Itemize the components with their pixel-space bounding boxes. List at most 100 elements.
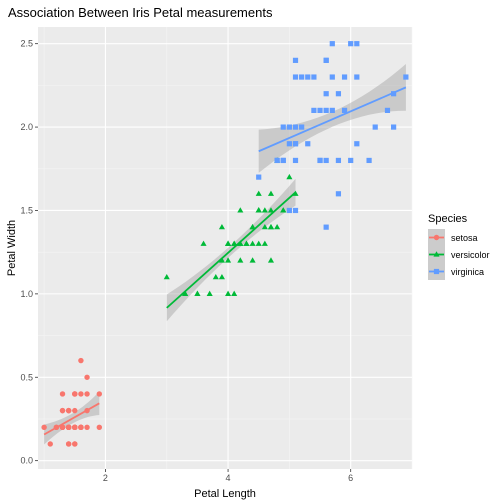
point-virginica <box>280 124 286 130</box>
point-setosa <box>84 424 90 431</box>
legend-label: virginica <box>451 267 484 277</box>
point-virginica <box>280 157 286 164</box>
fit-line-virginica <box>258 86 407 153</box>
point-virginica <box>329 107 335 113</box>
point-setosa <box>65 441 72 447</box>
x-axis: 2 4 6 <box>103 469 353 483</box>
point-virginica <box>335 191 342 197</box>
point-virginica <box>366 157 372 164</box>
point-setosa <box>72 407 78 414</box>
point-setosa <box>84 391 90 397</box>
point-virginica <box>403 74 409 80</box>
point-virginica <box>299 124 305 130</box>
point-versicolor <box>237 207 244 213</box>
y-axis-title: Petal Width <box>6 220 18 276</box>
grid-major <box>38 27 412 469</box>
point-versicolor <box>231 290 238 296</box>
legend-key-marker <box>433 268 440 275</box>
point-versicolor <box>225 257 232 263</box>
fit-lines <box>43 86 407 436</box>
y-tick-label: 2.0 <box>20 122 33 132</box>
point-virginica <box>286 207 292 214</box>
point-virginica <box>335 157 342 164</box>
point-versicolor <box>237 257 244 263</box>
point-virginica <box>286 141 292 147</box>
legend-title: Species <box>428 213 468 225</box>
point-virginica <box>311 74 317 80</box>
point-versicolor <box>163 273 170 280</box>
point-versicolor <box>255 240 262 246</box>
point-setosa <box>96 391 103 397</box>
point-virginica <box>323 107 329 113</box>
grid-minor <box>38 27 413 469</box>
point-setosa <box>72 441 78 447</box>
point-versicolor <box>225 290 232 296</box>
point-virginica <box>292 207 299 214</box>
legend-key-marker <box>433 234 440 241</box>
point-versicolor <box>200 240 207 246</box>
y-tick-label: 1.5 <box>20 205 33 215</box>
point-setosa <box>41 424 47 431</box>
point-versicolor <box>255 190 262 196</box>
y-tick-label: 1.0 <box>20 289 33 299</box>
point-virginica <box>292 141 299 147</box>
point-virginica <box>256 174 262 180</box>
point-virginica <box>311 107 317 113</box>
chart-title: Association Between Iris Petal measureme… <box>8 5 273 20</box>
point-versicolor <box>267 257 275 263</box>
point-virginica <box>305 74 311 80</box>
x-tick-label: 6 <box>348 473 353 483</box>
point-versicolor <box>274 223 281 230</box>
legend-label: versicolor <box>451 250 490 260</box>
x-tick-label: 2 <box>103 473 108 483</box>
point-virginica <box>384 107 391 113</box>
point-virginica <box>292 74 299 80</box>
point-setosa <box>78 424 84 431</box>
point-setosa <box>59 407 66 414</box>
point-versicolor <box>243 240 250 246</box>
point-versicolor <box>249 257 256 263</box>
point-virginica <box>372 124 378 130</box>
point-versicolor <box>261 207 268 213</box>
point-versicolor <box>261 223 268 230</box>
point-versicolor <box>249 240 256 246</box>
point-setosa <box>84 374 90 380</box>
point-setosa <box>65 424 72 431</box>
x-axis-title: Petal Length <box>194 488 256 500</box>
point-virginica <box>348 157 354 164</box>
legend-item-versicolor: versicolor <box>428 246 490 263</box>
point-virginica <box>391 91 397 97</box>
y-axis: 0.0 0.5 1.0 1.5 2.0 2.5 <box>20 39 38 466</box>
point-versicolor <box>267 207 275 213</box>
fit-line-versicolor <box>166 191 297 309</box>
point-versicolor <box>206 290 213 296</box>
point-virginica <box>323 224 329 230</box>
point-versicolor <box>280 207 287 213</box>
x-tick-label: 4 <box>226 473 231 483</box>
point-versicolor <box>249 223 256 230</box>
point-virginica <box>317 107 323 113</box>
point-virginica <box>292 124 299 130</box>
point-virginica <box>323 91 329 97</box>
point-virginica <box>354 41 360 47</box>
point-setosa <box>78 391 84 397</box>
point-virginica <box>329 41 335 47</box>
point-setosa <box>59 424 66 431</box>
point-virginica <box>292 157 299 164</box>
legend-label: setosa <box>451 233 478 243</box>
point-virginica <box>274 157 280 164</box>
point-versicolor <box>194 290 201 296</box>
point-virginica <box>317 157 323 164</box>
legend-item-virginica: virginica <box>428 263 484 280</box>
data-points <box>41 41 409 447</box>
point-setosa <box>78 357 84 364</box>
point-setosa <box>59 391 66 397</box>
point-virginica <box>305 141 311 147</box>
point-versicolor <box>212 273 219 280</box>
point-versicolor <box>218 257 225 263</box>
point-versicolor <box>286 173 293 180</box>
point-versicolor <box>237 240 244 246</box>
point-virginica <box>341 107 348 113</box>
point-virginica <box>354 141 360 147</box>
